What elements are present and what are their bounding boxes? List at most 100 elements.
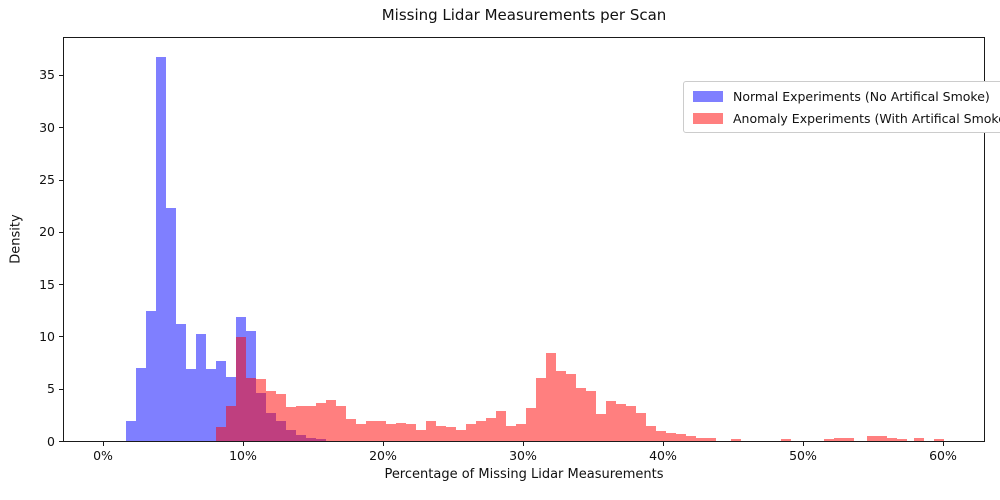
histogram-bar-anomaly (236, 337, 246, 441)
histogram-bar-anomaly (696, 437, 707, 441)
histogram-bar-anomaly (606, 401, 616, 441)
histogram-bar-anomaly (887, 438, 897, 441)
histogram-bar-anomaly (376, 421, 386, 441)
histogram-bar-anomaly (256, 379, 266, 441)
histogram-bar-anomaly (546, 352, 556, 441)
histogram-bar-anomaly (316, 402, 326, 441)
x-tick-label: 60% (929, 448, 957, 463)
histogram-bar-anomaly (435, 425, 446, 441)
y-tick-label: 25 (39, 172, 55, 187)
histogram-bar-anomaly (416, 429, 427, 441)
y-tick-mark (59, 336, 63, 338)
histogram-bar-anomaly (406, 424, 416, 441)
x-tick-mark (663, 442, 664, 446)
y-tick-label: 20 (39, 224, 55, 240)
histogram-bar-normal (186, 369, 196, 441)
y-tick-mark (59, 441, 63, 442)
histogram-bar-anomaly (876, 435, 887, 441)
legend-swatch-normal-icon (693, 90, 723, 102)
histogram-bar-normal (216, 361, 226, 441)
histogram-bar-anomaly (731, 439, 742, 441)
histogram-bar-anomaly (396, 422, 406, 441)
histogram-bar-anomaly (456, 429, 466, 441)
legend-label-anomaly: Anomaly Experiments (With Artifical Smok… (733, 110, 1000, 126)
y-tick-mark (59, 179, 63, 181)
histogram-bar-anomaly (645, 425, 656, 441)
y-tick-label: 10 (39, 328, 55, 344)
histogram-bar-anomaly (626, 406, 637, 441)
histogram-bar-anomaly (486, 418, 497, 441)
y-tick-mark (59, 284, 63, 286)
histogram-bar-anomaly (536, 377, 546, 441)
histogram-bar-normal (176, 323, 186, 441)
histogram-bar-anomaly (706, 438, 716, 441)
histogram-bar-normal (126, 421, 136, 441)
histogram-bar-anomaly (216, 427, 226, 441)
histogram-bar-anomaly (834, 438, 844, 441)
y-tick-mark (59, 231, 63, 233)
y-tick-mark (59, 388, 63, 390)
y-tick-mark (59, 74, 63, 76)
histogram-bar-anomaly (781, 439, 791, 441)
y-tick-label: 30 (39, 119, 55, 135)
histogram-bar-anomaly (365, 421, 376, 441)
histogram-bar-anomaly (446, 427, 456, 441)
histogram-bar-anomaly (575, 387, 586, 441)
legend-item-normal: Normal Experiments (No Artifical Smoke) (693, 87, 1000, 105)
histogram-bar-anomaly (934, 438, 945, 441)
chart-title: Missing Lidar Measurements per Scan (381, 6, 667, 24)
histogram-bar-anomaly (336, 406, 346, 441)
histogram-bar-anomaly (496, 410, 506, 441)
x-tick-label: 40% (649, 448, 677, 463)
histogram-bar-normal (136, 367, 147, 441)
legend-label-normal: Normal Experiments (No Artifical Smoke) (733, 88, 990, 104)
x-tick-label: 50% (789, 448, 817, 463)
x-tick-mark (383, 442, 384, 446)
histogram-bar-anomaly (867, 436, 877, 441)
histogram-bar-anomaly (306, 406, 316, 441)
x-tick-mark (523, 442, 524, 446)
histogram-bar-anomaly (616, 404, 626, 441)
histogram-bar-anomaly (526, 407, 536, 441)
histogram-bar-anomaly (346, 419, 357, 441)
plot-area: Normal Experiments (No Artifical Smoke) … (63, 37, 1000, 442)
x-tick-mark (803, 442, 804, 446)
x-tick-label: 20% (369, 448, 397, 463)
y-tick-label: 35 (39, 67, 55, 83)
x-tick-label: 10% (229, 448, 257, 463)
x-tick-mark (243, 442, 244, 446)
histogram-bar-anomaly (556, 370, 567, 441)
histogram-bar-anomaly (505, 425, 516, 441)
histogram-bar-anomaly (386, 424, 396, 441)
histogram-bar-anomaly (566, 374, 576, 441)
histogram-bar-anomaly (246, 377, 256, 441)
x-tick-mark (103, 442, 104, 446)
histogram-bar-normal (146, 311, 156, 441)
histogram-bar-anomaly (476, 421, 486, 441)
legend: Normal Experiments (No Artifical Smoke) … (683, 81, 1000, 133)
y-tick-label: 5 (47, 381, 55, 397)
histogram-bar-anomaly (636, 412, 646, 441)
x-axis-label: Percentage of Missing Lidar Measurements (384, 467, 664, 482)
histogram-bar-anomaly (356, 424, 366, 441)
legend-item-anomaly: Anomaly Experiments (With Artifical Smok… (693, 109, 1000, 127)
histogram-bar-anomaly (516, 424, 526, 441)
histogram-bar-anomaly (596, 414, 606, 441)
histogram-bar-anomaly (426, 421, 436, 441)
y-tick-mark (59, 127, 63, 129)
histogram-bar-anomaly (824, 439, 834, 441)
y-tick-label: 0 (47, 433, 55, 449)
histogram-bar-anomaly (897, 438, 907, 441)
histogram-bar-normal (155, 56, 166, 441)
legend-swatch-anomaly-icon (693, 112, 723, 124)
histogram-bar-normal (206, 368, 217, 441)
histogram-bar-anomaly (686, 435, 696, 441)
histogram-bar-anomaly (656, 431, 666, 441)
histogram-bar-anomaly (276, 393, 287, 441)
x-tick-label: 0% (93, 448, 113, 463)
histogram-bar-normal (166, 207, 176, 441)
histogram-bar-anomaly (466, 424, 476, 441)
y-tick-label: 15 (39, 276, 55, 292)
histogram-bar-anomaly (844, 438, 854, 441)
histogram-bar-anomaly (586, 390, 596, 441)
